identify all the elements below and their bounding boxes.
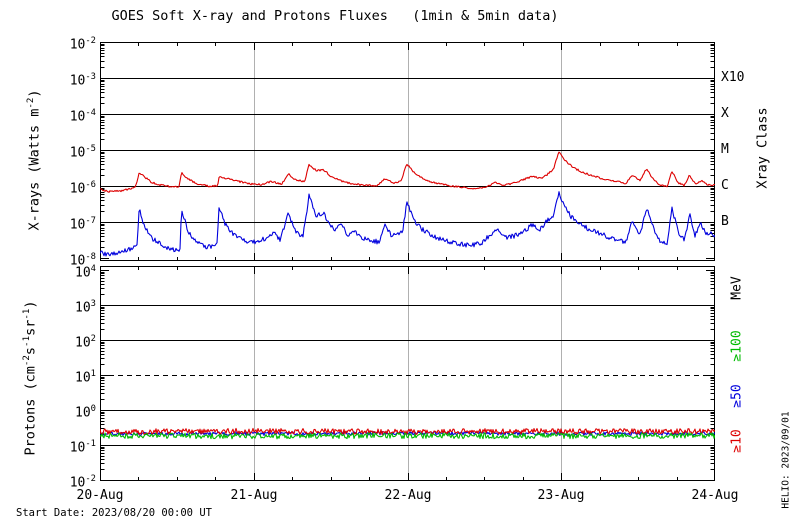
ytick-label: 10-2 bbox=[69, 36, 96, 53]
xtick-label: 20-Aug bbox=[76, 488, 124, 503]
ytick-label: 10-7 bbox=[69, 216, 96, 233]
ytick-label: 10-3 bbox=[69, 72, 96, 89]
xtick-label: 24-Aug bbox=[691, 488, 739, 503]
xray-y-axis-label-text: X-rays (Watts m bbox=[26, 108, 43, 231]
xtick-label: 22-Aug bbox=[384, 488, 432, 503]
xray-class-tick-label: C bbox=[721, 178, 729, 193]
chart-title: GOES Soft X-ray and Protons Fluxes (1min… bbox=[111, 8, 559, 24]
xtick-label: 21-Aug bbox=[230, 488, 278, 503]
ytick-label: 10-8 bbox=[69, 252, 96, 269]
ytick-label: 101 bbox=[75, 369, 96, 386]
ytick-label: 10-5 bbox=[69, 144, 96, 161]
ytick-label: 103 bbox=[75, 299, 96, 316]
xray-y-axis-label-close: ) bbox=[26, 89, 43, 98]
ytick-label: 102 bbox=[75, 334, 96, 351]
ytick-label: 100 bbox=[75, 404, 96, 421]
ge10-mev-label: ≥10 bbox=[729, 429, 745, 453]
xray-class-tick-label: B bbox=[721, 214, 729, 229]
xray-class-tick-label: X bbox=[721, 106, 729, 121]
credit-label: HELIO: 2023/09/01 bbox=[780, 411, 792, 509]
xtick-label: 23-Aug bbox=[537, 488, 585, 503]
ytick-label: 10-1 bbox=[69, 439, 96, 456]
ytick-label: 10-6 bbox=[69, 180, 96, 197]
start-date-label: Start Date: 2023/08/20 00:00 UT bbox=[16, 507, 212, 519]
ge100-mev-label: ≥100 bbox=[729, 330, 745, 362]
ge50-mev-label: ≥50 bbox=[729, 384, 745, 408]
ytick-label: 10-4 bbox=[69, 108, 96, 125]
protons-label-exp: -2 bbox=[21, 355, 32, 367]
xray-class-tick-label: M bbox=[721, 142, 729, 157]
xray-class-tick-label: X10 bbox=[721, 70, 745, 85]
xray-class-axis-label: Xray Class bbox=[754, 107, 771, 189]
mev-axis-label: MeV bbox=[729, 276, 745, 300]
ytick-label: 104 bbox=[75, 264, 96, 281]
ytick-label: 10-2 bbox=[69, 474, 96, 491]
